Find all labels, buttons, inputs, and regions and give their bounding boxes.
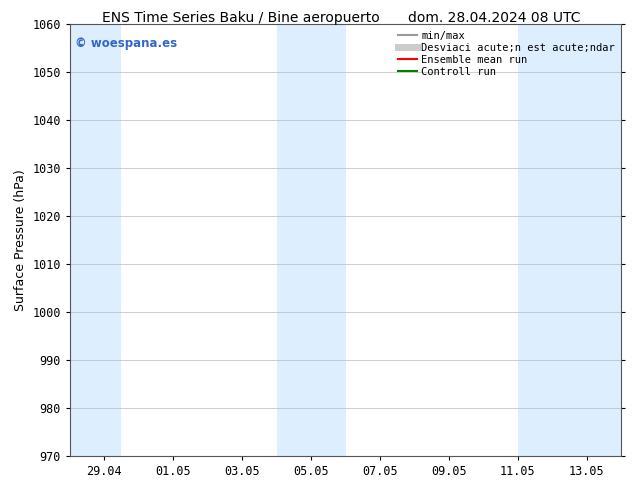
Y-axis label: Surface Pressure (hPa): Surface Pressure (hPa) xyxy=(14,169,27,311)
Bar xyxy=(70,24,122,456)
Text: © woespana.es: © woespana.es xyxy=(75,37,178,50)
Legend: min/max, Desviaci acute;n est acute;ndar, Ensemble mean run, Controll run: min/max, Desviaci acute;n est acute;ndar… xyxy=(394,26,619,81)
Bar xyxy=(276,24,346,456)
Bar xyxy=(518,24,621,456)
Text: ENS Time Series Baku / Bine aeropuerto: ENS Time Series Baku / Bine aeropuerto xyxy=(102,11,380,25)
Text: dom. 28.04.2024 08 UTC: dom. 28.04.2024 08 UTC xyxy=(408,11,581,25)
